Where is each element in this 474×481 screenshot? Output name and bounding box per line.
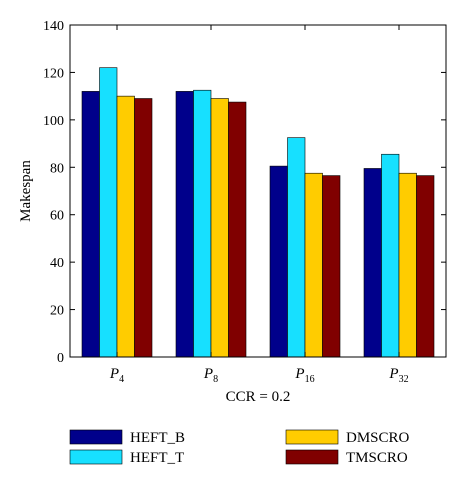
x-tick-label: P32 [388, 366, 408, 385]
bar-heft-b [81, 91, 100, 358]
bar-heft-t [193, 89, 212, 358]
x-tick-label: P4 [109, 366, 124, 385]
bar-tmscro [134, 98, 153, 358]
legend: HEFT_B HEFT_T DMSCRO TMSCRO [69, 429, 410, 466]
bar-tmscro [228, 101, 247, 358]
bar-heft-t [381, 153, 400, 358]
bar-heft-t [99, 67, 118, 358]
y-tick-label: 120 [43, 66, 64, 81]
x-axis-title: CCR = 0.2 [226, 389, 291, 405]
bar-dmscro [210, 98, 229, 358]
x-axis-ticks: P4 P8 P16 P32 [109, 25, 409, 385]
bar-dmscro [116, 95, 135, 358]
bar-tmscro [322, 175, 341, 358]
x-tick-label-base: P [388, 366, 398, 382]
y-axis-ticks: 0 20 40 60 80 100 120 140 [43, 19, 446, 366]
y-tick-label: 40 [50, 256, 64, 271]
x-tick-label-subscript: 32 [399, 374, 409, 385]
y-tick-label: 80 [50, 161, 64, 176]
y-tick-label: 100 [43, 114, 64, 129]
bar-heft-b [363, 168, 382, 358]
y-tick-label: 140 [43, 19, 64, 34]
x-tick-label-base: P [203, 366, 213, 382]
legend-label: TMSCRO [346, 450, 408, 466]
bar-heft-t [287, 137, 306, 358]
bar-heft-b [269, 165, 288, 358]
plot-frame [69, 24, 447, 358]
legend-label: DMSCRO [346, 430, 410, 446]
x-tick-label-subscript: 8 [213, 374, 218, 385]
legend-label: HEFT_B [130, 430, 185, 446]
bar-dmscro [304, 172, 323, 358]
bars-group [81, 67, 435, 358]
legend-swatch [285, 449, 339, 465]
x-tick-label-base: P [294, 366, 304, 382]
x-tick-label-base: P [109, 366, 119, 382]
x-tick-label-subscript: 4 [119, 374, 124, 385]
y-axis-title: Makespan [18, 160, 34, 222]
bar-dmscro [398, 172, 417, 358]
legend-swatch [69, 429, 123, 445]
y-tick-label: 60 [50, 209, 64, 224]
legend-swatch [285, 429, 339, 445]
bar-heft-b [175, 91, 194, 358]
x-tick-label: P16 [294, 366, 314, 385]
bar-tmscro [416, 175, 435, 358]
y-tick-label: 20 [50, 304, 64, 319]
x-tick-label: P8 [203, 366, 218, 385]
x-tick-label-subscript: 16 [305, 374, 315, 385]
y-tick-label: 0 [57, 351, 64, 366]
legend-label: HEFT_T [130, 450, 184, 466]
legend-swatch [69, 449, 123, 465]
